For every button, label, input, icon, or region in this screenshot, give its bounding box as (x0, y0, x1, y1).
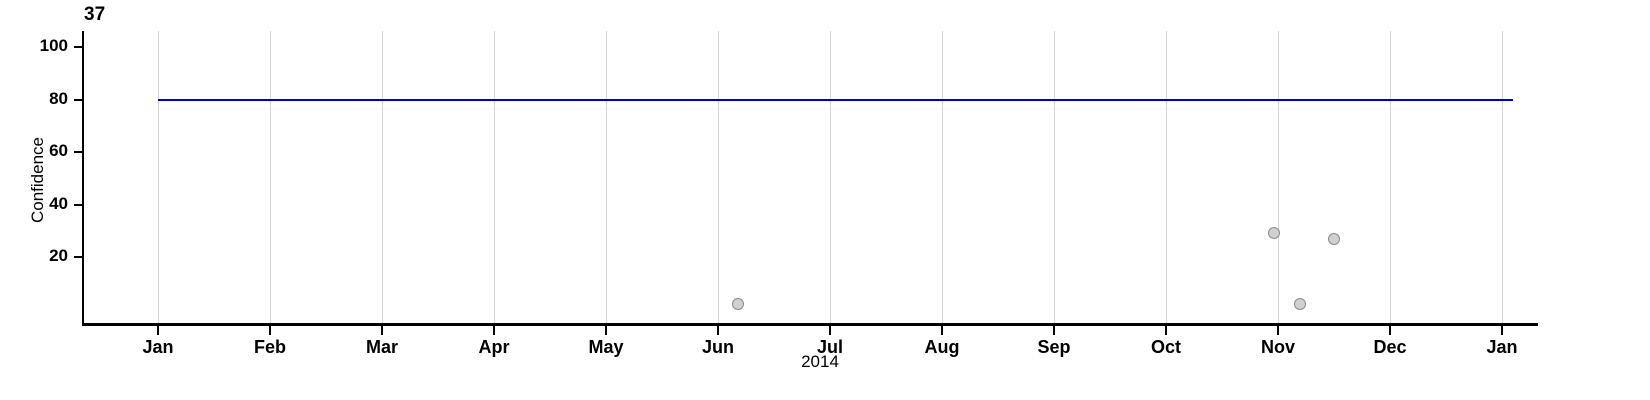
data-point[interactable] (732, 298, 745, 311)
x-axis-tick (493, 326, 495, 335)
x-gridline (158, 31, 159, 323)
x-axis-tick (717, 326, 719, 335)
y-axis-tick (74, 256, 83, 258)
y-axis-tick-label: 20 (49, 246, 68, 265)
x-gridline (1390, 31, 1391, 323)
x-axis-tick (829, 326, 831, 335)
x-gridline (1502, 31, 1503, 323)
x-axis-spine (82, 323, 1538, 326)
x-gridline (382, 31, 383, 323)
x-gridline (270, 31, 271, 323)
panel-label: 37 (84, 4, 106, 25)
y-axis-tick (74, 203, 83, 206)
x-axis-tick (157, 326, 159, 335)
x-axis-tick (269, 326, 271, 335)
y-axis-tick (74, 151, 83, 153)
y-axis-spine (82, 31, 84, 325)
x-gridline (1166, 31, 1167, 323)
x-axis-tick (1165, 326, 1167, 335)
x-axis-tick (941, 326, 943, 335)
x-axis-tick (1053, 326, 1055, 335)
x-gridline (830, 31, 831, 323)
x-axis-tick-label: Dec (1373, 337, 1407, 357)
y-axis-tick (74, 98, 83, 101)
x-axis-tick-label: Nov (1260, 337, 1295, 357)
y-axis-tick (74, 46, 83, 48)
x-axis-tick (1277, 326, 1279, 335)
data-point[interactable] (1267, 227, 1280, 240)
x-axis-tick-label: Feb (253, 337, 286, 357)
x-axis-tick-label: Apr (478, 337, 510, 357)
x-gridline (1278, 31, 1279, 323)
x-gridline (606, 31, 607, 323)
x-axis-tick (1501, 326, 1503, 335)
y-axis-tick-label: 80 (49, 88, 68, 108)
x-axis-title: 2014 (801, 352, 839, 371)
x-axis-tick-label: Jan (1486, 337, 1518, 357)
data-point[interactable] (1328, 232, 1340, 245)
x-gridline (718, 31, 719, 323)
x-axis-tick (381, 326, 383, 335)
x-axis-tick-label: Sep (1037, 337, 1071, 357)
y-axis-tick-label: 40 (49, 193, 68, 213)
x-axis-tick-label: Oct (1150, 337, 1181, 357)
y-axis-tick-label: 100 (39, 36, 68, 55)
x-axis-tick-label: May (588, 337, 624, 357)
x-axis-tick-label: Aug (924, 337, 960, 357)
x-gridline (942, 31, 943, 323)
x-axis-tick-label: Jan (142, 337, 174, 357)
x-axis-tick-label: Jul (816, 337, 843, 357)
x-axis-tick-label: Jun (701, 337, 734, 357)
data-point[interactable] (1294, 298, 1307, 311)
x-gridline (494, 31, 495, 323)
reference-line-confidence-threshold (158, 98, 1514, 101)
x-gridline (1054, 31, 1055, 323)
x-axis-tick (1389, 326, 1391, 335)
x-axis-tick (605, 326, 607, 335)
x-axis-tick-label: Mar (365, 337, 398, 357)
y-axis-tick-label: 60 (49, 141, 68, 160)
